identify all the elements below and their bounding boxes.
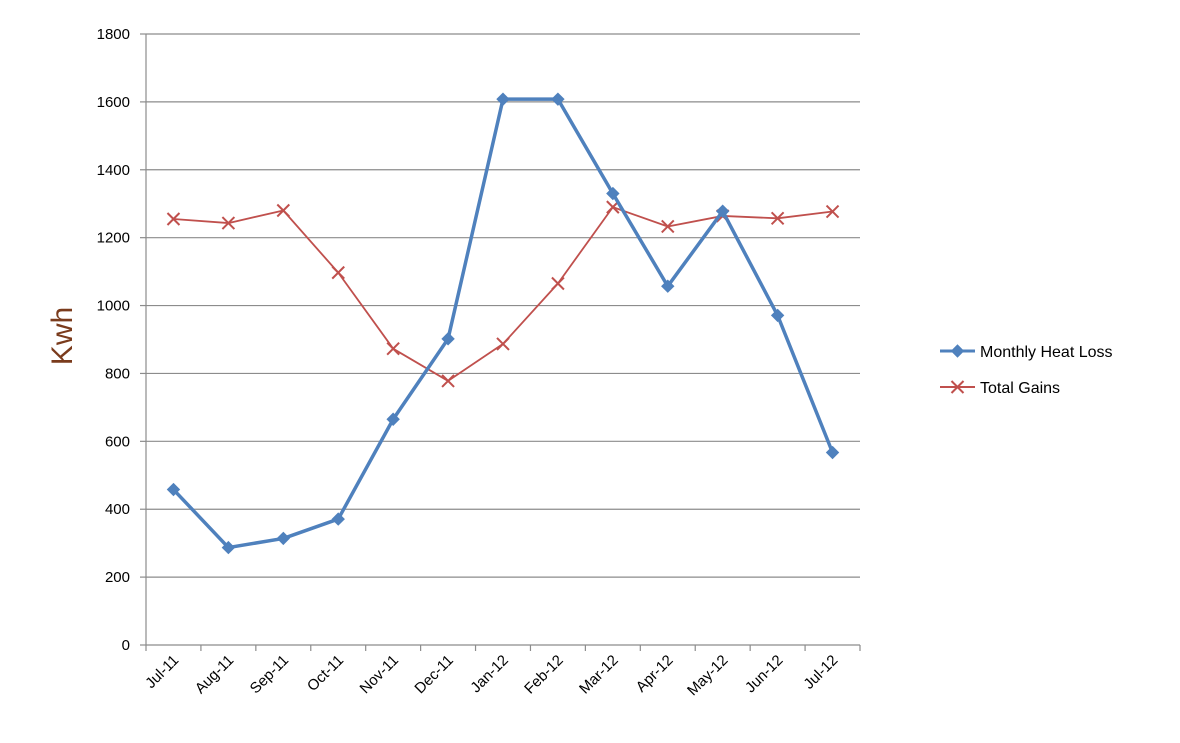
series-line [172, 97, 835, 550]
data-point [441, 332, 455, 346]
x-tick-label: Feb-12 [521, 652, 567, 698]
data-point [715, 204, 730, 218]
legend-item: Monthly Heat Loss [940, 344, 1113, 361]
y-tick-labels: 0 200 400 600 800 1000 1200 1400 1600 1800 [97, 26, 130, 654]
series-total-gains [166, 200, 840, 388]
data-point [825, 445, 840, 460]
x-tick-label: Jul-11 [142, 652, 182, 692]
data-point [166, 482, 181, 497]
axes [140, 33, 861, 651]
y-tick-label: 1400 [97, 162, 130, 179]
x-tick-label: Jun-12 [742, 652, 786, 696]
data-point [331, 265, 345, 280]
data-point [276, 531, 291, 546]
data-point [551, 276, 565, 291]
y-tick-label: 1200 [97, 230, 130, 247]
series-lines [166, 92, 840, 555]
data-point [825, 204, 840, 219]
x-tick-label: Jan-12 [467, 652, 511, 696]
legend-marker [950, 344, 965, 358]
y-tick-label: 400 [105, 501, 130, 518]
data-point [441, 374, 455, 388]
y-axis-label: Kwh [46, 307, 79, 365]
x-tick-label: Nov-11 [357, 652, 402, 697]
legend: Monthly Heat Loss Total Gains [940, 344, 1113, 397]
x-tick-label: Mar-12 [576, 652, 622, 698]
x-tick-label: Oct-11 [304, 652, 347, 695]
data-point [551, 92, 565, 106]
data-point [606, 186, 620, 201]
legend-label: Total Gains [980, 380, 1060, 397]
data-point [386, 341, 400, 356]
y-tick-label: 600 [105, 433, 130, 450]
data-point [496, 337, 510, 351]
data-point [166, 212, 181, 226]
legend-item: Total Gains [940, 380, 1060, 397]
x-tick-label: Apr-12 [633, 652, 677, 696]
series-monthly-heat-loss [166, 92, 840, 555]
y-tick-label: 800 [105, 365, 130, 382]
x-tick-labels: Jul-11 Aug-11 Sep-11 Oct-11 Nov-11 Dec-11 Jan-… [142, 652, 841, 699]
data-point [661, 279, 675, 293]
data-point [496, 92, 510, 106]
data-point [770, 211, 785, 226]
x-tick-label: May-12 [684, 652, 731, 699]
y-tick-label: 0 [122, 637, 130, 654]
gridlines [146, 33, 860, 578]
legend-marker [950, 380, 965, 394]
x-tick-label: Sep-11 [247, 652, 292, 697]
data-point [770, 308, 785, 323]
x-tick-label: Dec-11 [411, 652, 456, 697]
y-tick-label: 200 [105, 569, 130, 586]
x-tick-label: Jul-12 [800, 652, 841, 693]
x-tick-label: Aug-11 [192, 652, 237, 697]
data-point [661, 219, 675, 234]
y-tick-label: 1800 [97, 26, 130, 43]
data-point [221, 540, 236, 555]
data-point [331, 512, 345, 526]
y-tick-label: 1000 [97, 298, 130, 315]
y-tick-label: 1600 [97, 94, 130, 111]
legend-label: Monthly Heat Loss [980, 344, 1113, 361]
data-point [221, 216, 236, 230]
data-point [386, 412, 400, 426]
data-point [276, 203, 291, 218]
